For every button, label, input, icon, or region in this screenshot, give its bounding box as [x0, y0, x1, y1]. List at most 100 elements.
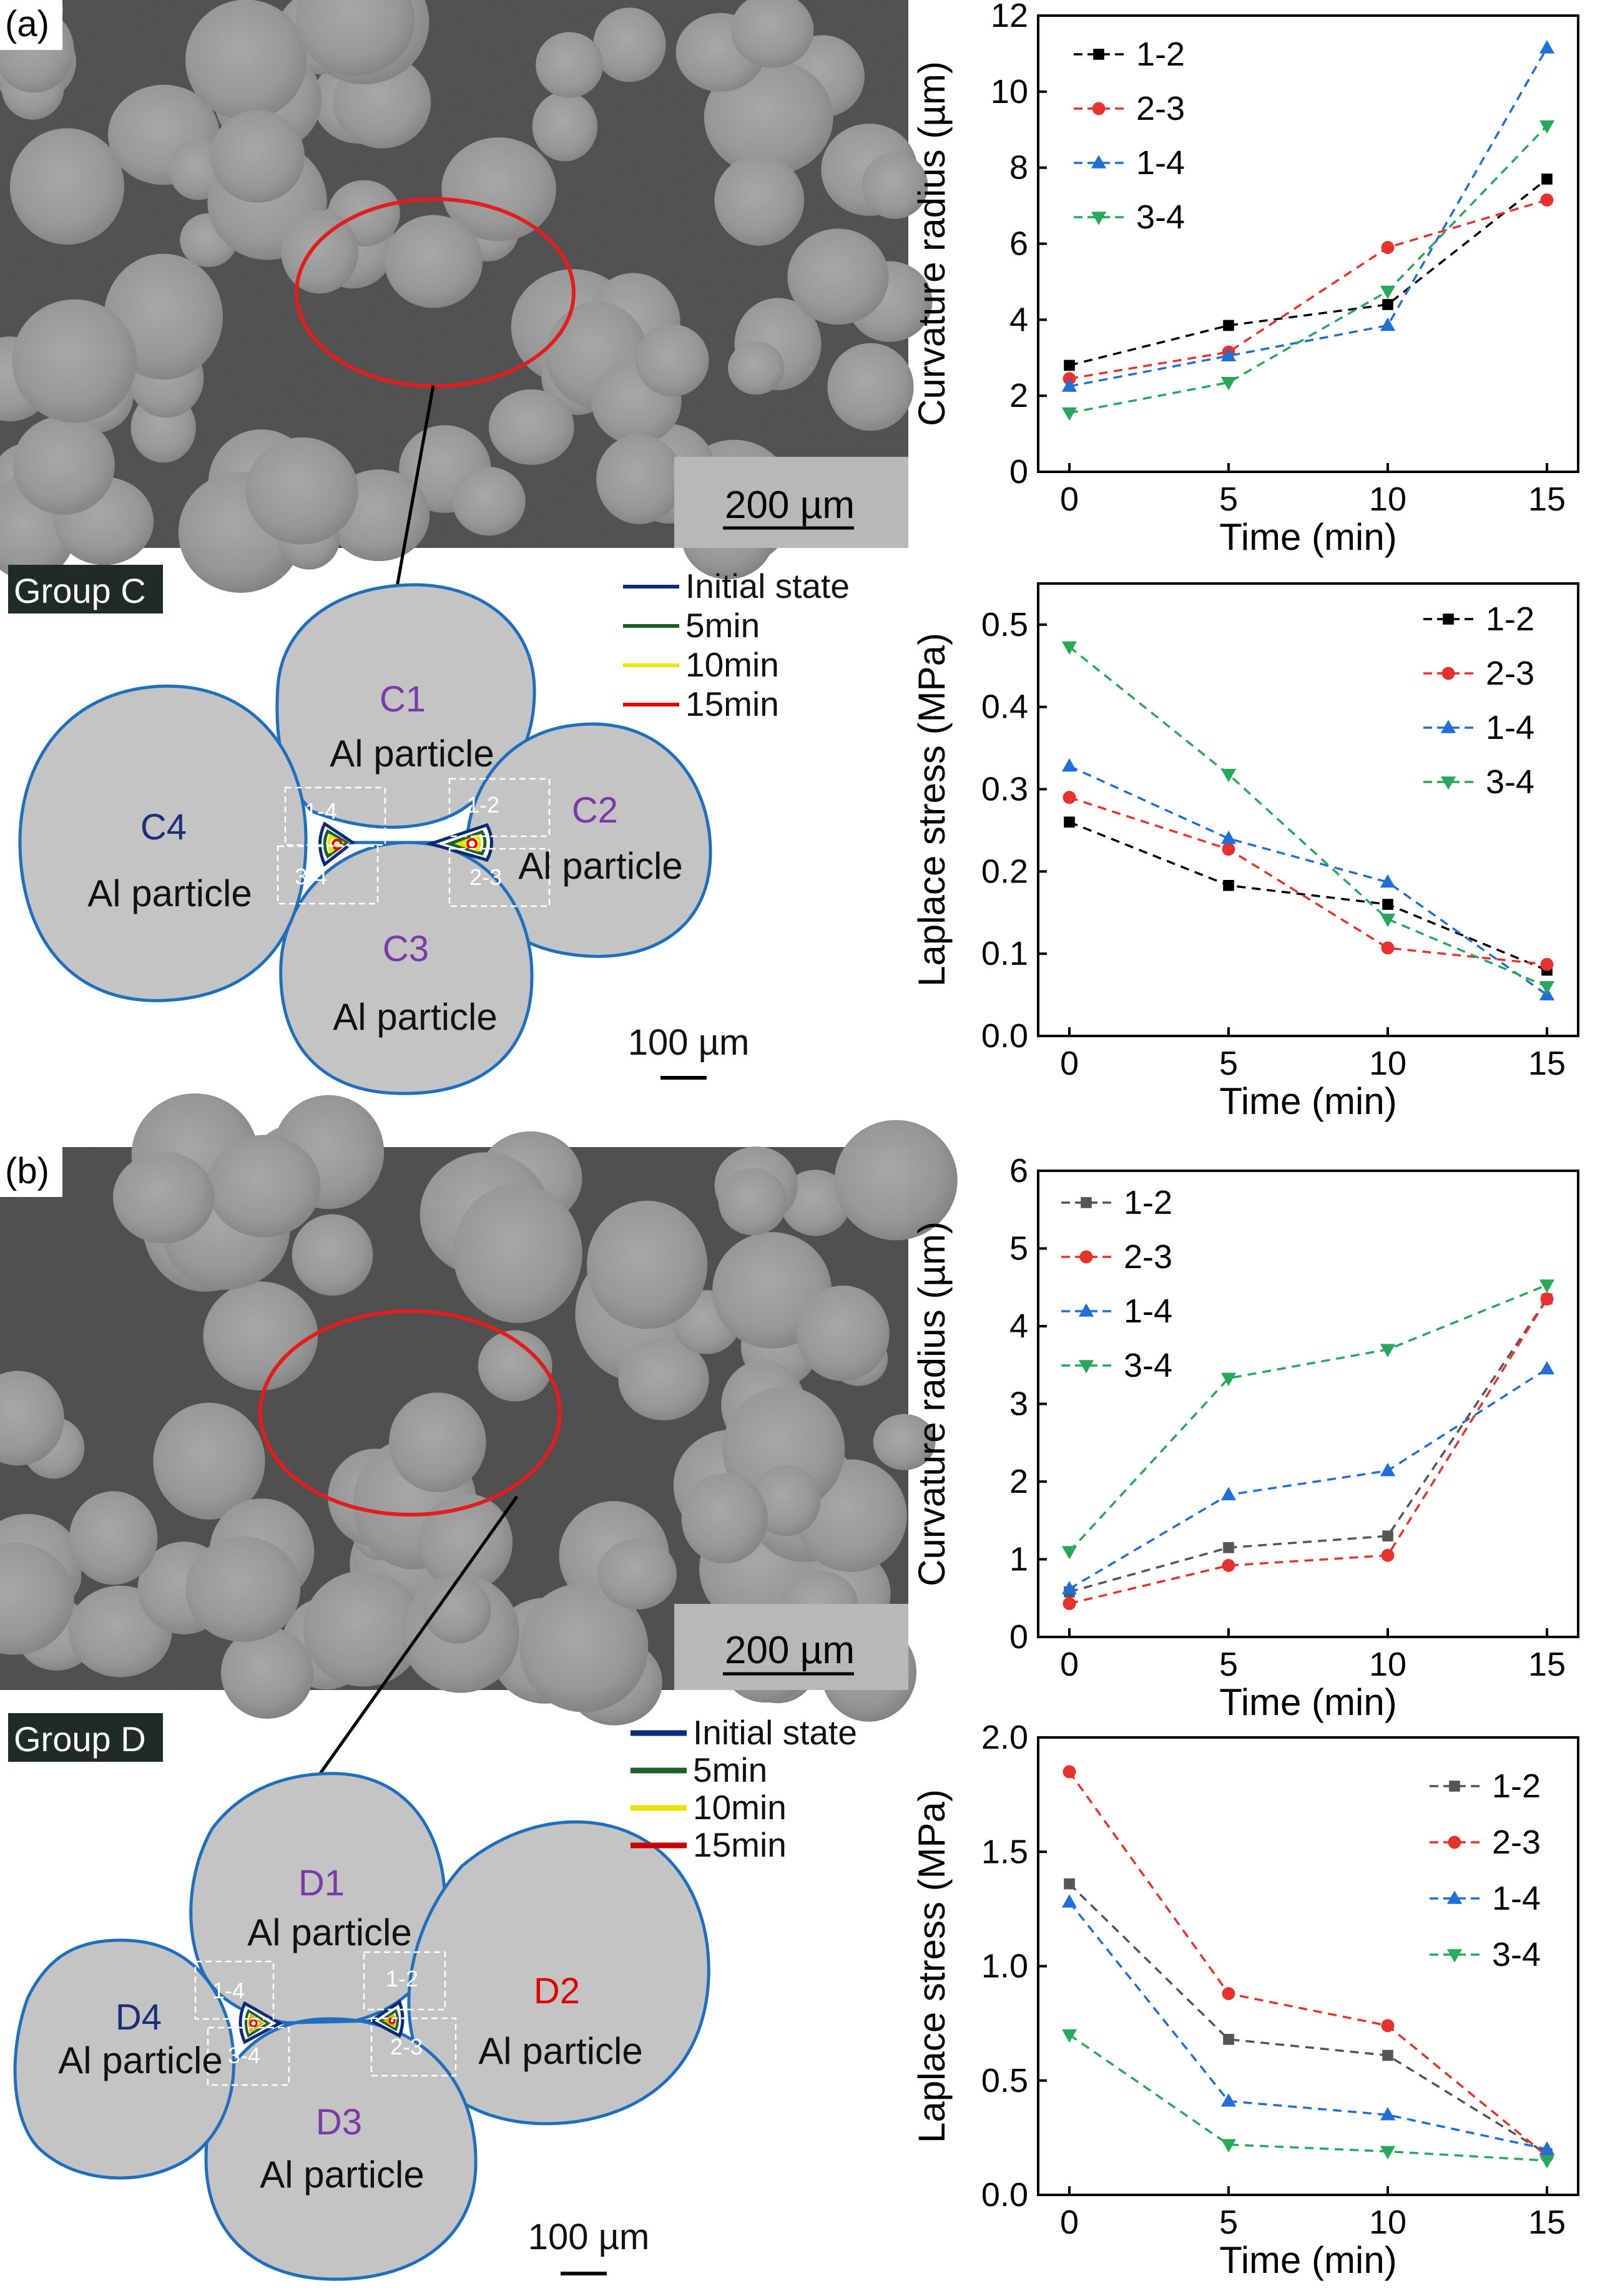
chart-point [1440, 776, 1456, 790]
chart-point [1539, 2141, 1555, 2155]
x-tick-label: 15 [1528, 1646, 1566, 1683]
chart-point [1061, 1894, 1077, 1908]
chart-point [1091, 155, 1107, 169]
chart-curvature-a: 0 5 10 15 0 2 4 6 8 10 12 Time (min) Curvature radiu… [911, 0, 1579, 558]
chart-point [1220, 348, 1237, 362]
group-label: Group C [14, 571, 146, 610]
chart-point [1063, 1597, 1076, 1610]
series-line [1069, 198, 1548, 380]
particle-text-d3: Al particle [260, 2154, 424, 2196]
series-line [1069, 47, 1548, 388]
legend-label: 3-4 [1486, 763, 1534, 801]
legend-label: 1-4 [1124, 1292, 1172, 1330]
x-axis-label: Time (min) [1219, 1681, 1396, 1723]
chart-point [1382, 899, 1393, 910]
legend-label: 2-3 [1486, 655, 1534, 692]
legend-label-10min: 10min [685, 645, 779, 684]
legend-label: 1-2 [1492, 1767, 1541, 1805]
chart-point [1541, 173, 1553, 185]
chart-curvature-b: 0 5 10 15 0 1 2 3 4 5 6 Time (min) Curvature radius … [911, 1152, 1579, 1723]
legend-label: 2-3 [1136, 90, 1185, 127]
particle-c4 [18, 684, 308, 1002]
y-tick-label: 12 [991, 0, 1028, 34]
y-tick-label: 2 [1009, 377, 1028, 414]
particle-d2 [407, 1820, 710, 2126]
y-tick-label: 0.3 [981, 771, 1028, 808]
x-tick-label: 5 [1219, 2204, 1238, 2241]
particle-text-c3: Al particle [333, 996, 497, 1038]
legend-label: 2-3 [1492, 1824, 1541, 1861]
y-axis-label: Laplace stress (MPa) [911, 1789, 953, 2143]
chart-point [1539, 120, 1555, 134]
y-tick-label: 0.5 [981, 2062, 1028, 2099]
legend-label: 1-2 [1486, 600, 1534, 638]
x-tick-label: 5 [1219, 481, 1238, 518]
y-tick-label: 0.1 [981, 935, 1028, 972]
y-tick-label: 4 [1009, 301, 1028, 338]
series-line [1069, 1298, 1548, 1605]
chart-point [1382, 1530, 1393, 1541]
chart-point [1081, 1197, 1092, 1208]
series-line [1068, 646, 1548, 988]
x-axis-label: Time (min) [1219, 2239, 1396, 2281]
contour-legend: Initial state 5min 10min 15min [623, 567, 850, 723]
group-label-box [8, 565, 163, 613]
chart-point [1540, 957, 1554, 971]
chart-point [1223, 879, 1234, 891]
legend-label-initial: Initial state [685, 567, 850, 605]
scale-bar-box [674, 1604, 908, 1690]
particle-d4 [13, 1938, 235, 2180]
y-tick-label: 1.0 [981, 1948, 1028, 1985]
neck-right-contours [425, 823, 493, 862]
series-line [1069, 1368, 1548, 1590]
y-tick-label: 5 [1009, 1230, 1028, 1268]
particle-text-c1: Al particle [330, 733, 494, 774]
particle-id-c3: C3 [383, 929, 429, 969]
chart-point [1539, 1361, 1555, 1375]
chart-point [1380, 1462, 1396, 1477]
legend-label: 3-4 [1124, 1347, 1172, 1384]
chart-point [1061, 758, 1077, 772]
y-tick-label: 4 [1009, 1307, 1028, 1345]
y-tick-label: 2 [1009, 1463, 1028, 1500]
y-tick-label: 0 [1009, 453, 1028, 491]
x-tick-label: 10 [1369, 481, 1406, 518]
chart-point [1064, 359, 1075, 371]
neck-label-1-4: 1-4 [305, 798, 337, 824]
legend-label-initial: Initial state [693, 1713, 857, 1752]
chart-point [1061, 378, 1077, 392]
particle-text-c2: Al particle [518, 845, 682, 887]
chart-point [1540, 1292, 1554, 1306]
chart-point [1220, 1372, 1237, 1387]
particle-text-d1: Al particle [247, 1912, 411, 1953]
y-tick-label: 10 [991, 73, 1028, 110]
particle-id-d2: D2 [534, 1971, 580, 2011]
x-tick-label: 5 [1219, 1045, 1238, 1082]
particle-text-d4: Al particle [58, 2040, 222, 2081]
neck-label-boxes [194, 1951, 457, 2086]
chart-point [1061, 1581, 1077, 1595]
chart-point [1539, 40, 1555, 54]
x-tick-label: 10 [1369, 1045, 1406, 1082]
particle-c2 [464, 722, 712, 958]
scale-bar-box [674, 457, 908, 548]
chart-point [1448, 1835, 1461, 1849]
x-tick-label: 10 [1369, 1646, 1406, 1683]
chart-point [1063, 1765, 1076, 1779]
neck-label-1-2: 1-2 [386, 1966, 418, 1991]
particle-id-d4: D4 [115, 1997, 162, 2038]
series-line [1069, 178, 1548, 367]
particle-id-d1: D1 [298, 1863, 345, 1903]
y-tick-label: 0.4 [981, 688, 1028, 726]
chart-point [1220, 2139, 1237, 2153]
chart-point [1078, 1360, 1094, 1374]
chart-point [1064, 816, 1075, 828]
chart-point [1220, 1487, 1237, 1500]
legend-label: 1-4 [1492, 1880, 1541, 1917]
chart-point [1380, 1344, 1396, 1357]
chart-point [1540, 193, 1554, 207]
y-tick-label: 3 [1009, 1385, 1028, 1423]
series-line [1069, 2034, 1548, 2162]
legend-label-15min: 15min [693, 1825, 787, 1864]
chart-point [1381, 2019, 1395, 2033]
